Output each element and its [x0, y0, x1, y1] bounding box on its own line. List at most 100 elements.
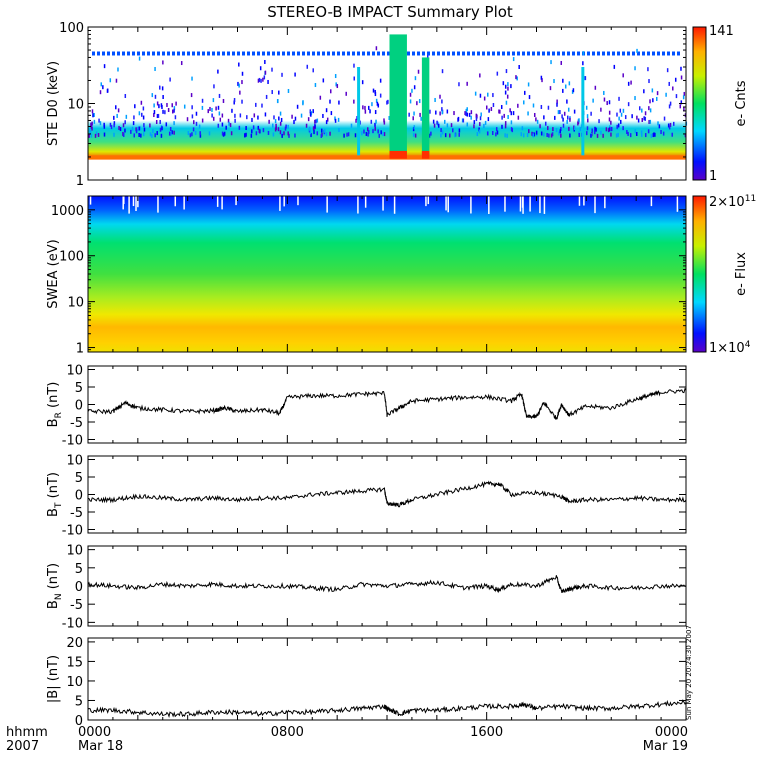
spectrogram-speck	[527, 82, 530, 87]
spectrogram-speck	[563, 111, 566, 116]
spectrogram-speck	[610, 132, 612, 137]
spectrogram-speck	[413, 125, 416, 130]
spectrogram-speck	[473, 120, 476, 125]
spectrogram-speck	[187, 131, 190, 136]
spectrogram-speck	[567, 115, 569, 120]
spectrogram-speck	[207, 109, 209, 114]
spectrogram-speck	[91, 109, 94, 114]
spectrogram-speck	[684, 133, 687, 138]
spectrogram-speck	[162, 95, 164, 100]
spectrogram-speck	[89, 128, 91, 133]
spectrogram-speck	[245, 126, 247, 131]
spectrogram-speck	[457, 116, 460, 121]
spectrogram-speck	[302, 100, 304, 105]
spectrogram-speck	[439, 111, 441, 116]
spectrogram-speck	[262, 77, 264, 82]
spectrogram-speck	[372, 88, 375, 93]
spectrogram-speck	[261, 103, 263, 108]
spectrogram-speck	[675, 94, 678, 99]
spectrogram-speck	[620, 112, 623, 117]
spectrogram-speck	[453, 111, 455, 116]
y-tick-label: -5	[70, 506, 83, 521]
spectrogram-speck	[411, 88, 413, 93]
spectrogram-speck	[115, 78, 118, 83]
spectrogram-speck	[211, 113, 213, 118]
spectrogram-speck	[356, 116, 358, 121]
spectrogram-speck	[322, 78, 325, 83]
x-axis-label-line1: hhmm	[6, 725, 48, 740]
spectrogram-speck	[600, 130, 602, 135]
spectrogram-speck	[142, 132, 145, 137]
spectrogram-speck	[672, 86, 674, 91]
x-tick-date: Mar 19	[643, 739, 688, 754]
y-tick-label: -10	[62, 434, 83, 449]
spectrogram-speck	[627, 131, 629, 136]
spectrogram-speck	[362, 105, 364, 110]
spectrogram-speck	[287, 88, 290, 93]
spectrogram-speck	[635, 131, 638, 136]
spectrogram-speck	[154, 133, 156, 138]
spectrogram-speck	[227, 118, 230, 123]
spectrogram-speck	[167, 108, 170, 113]
y-tick-label: 0	[75, 399, 83, 414]
y-tick-label: 0	[75, 580, 83, 595]
spectrogram-speck	[561, 114, 563, 119]
spectrogram-speck	[648, 79, 650, 84]
spectrogram-speck	[379, 93, 382, 98]
spectrogram-speck	[478, 129, 481, 134]
spectrogram-speck	[353, 76, 355, 81]
panel-6: 0 5 10 15 20 |B| (nT)	[46, 636, 687, 729]
spectrogram-speck	[133, 115, 135, 120]
spectrogram-speck	[466, 112, 469, 117]
spectrogram-speck	[221, 131, 224, 136]
spectrogram-speck	[387, 99, 389, 104]
plot-frame	[87, 637, 687, 721]
spectrogram-gap	[326, 196, 328, 213]
spectrogram-speck	[329, 99, 331, 104]
spectrogram-speck	[543, 132, 545, 137]
spectrogram-speck	[652, 98, 654, 103]
spectrogram-spike	[357, 67, 361, 156]
spectrogram-speck	[221, 113, 224, 118]
spectrogram-speck	[347, 132, 350, 137]
spectrogram-speck	[234, 118, 236, 123]
spectrogram-speck	[279, 111, 282, 116]
spectrogram-speck	[90, 122, 92, 127]
spectrogram-gap	[488, 196, 490, 214]
spectrogram-speck	[649, 99, 651, 104]
spectrogram-speck	[680, 75, 683, 80]
spectrogram-speck	[257, 78, 260, 83]
spectrogram-speck	[314, 119, 316, 124]
spectrogram-speck	[336, 84, 339, 89]
spectrogram-speck	[679, 104, 682, 109]
spectrogram-speck	[354, 133, 357, 138]
spectrogram-speck	[649, 119, 652, 124]
spectrogram-speck	[319, 95, 322, 100]
spectrogram-speck	[364, 109, 367, 114]
spectrogram-speck	[142, 115, 145, 120]
spectrogram-speck	[669, 122, 672, 127]
spectrogram-speck	[267, 79, 269, 84]
spectrogram-speck	[191, 132, 193, 137]
x-tick-label: 0800	[271, 725, 304, 740]
spectrogram-speck	[138, 56, 141, 61]
spectrogram-speck	[608, 110, 611, 115]
spectrogram-speck	[251, 129, 253, 134]
spectrogram-speck	[648, 106, 650, 111]
spectrogram-speck	[238, 125, 241, 130]
spectrogram-speck	[662, 131, 665, 136]
spectrogram-gap	[519, 196, 522, 212]
spectrogram-speck	[551, 132, 554, 137]
spectrogram-speck	[338, 128, 340, 133]
spectrogram-gap	[283, 196, 285, 207]
spectrogram-speck	[353, 63, 355, 68]
spectrogram-speck	[124, 93, 127, 98]
spectrogram-speck	[272, 123, 274, 128]
y-axis-label: BT (nT)	[46, 472, 64, 517]
spectrogram-gap	[132, 196, 135, 207]
spectrogram-speck	[201, 105, 204, 110]
spectrogram-speck	[113, 115, 115, 120]
y-tick-label: -10	[62, 616, 83, 631]
